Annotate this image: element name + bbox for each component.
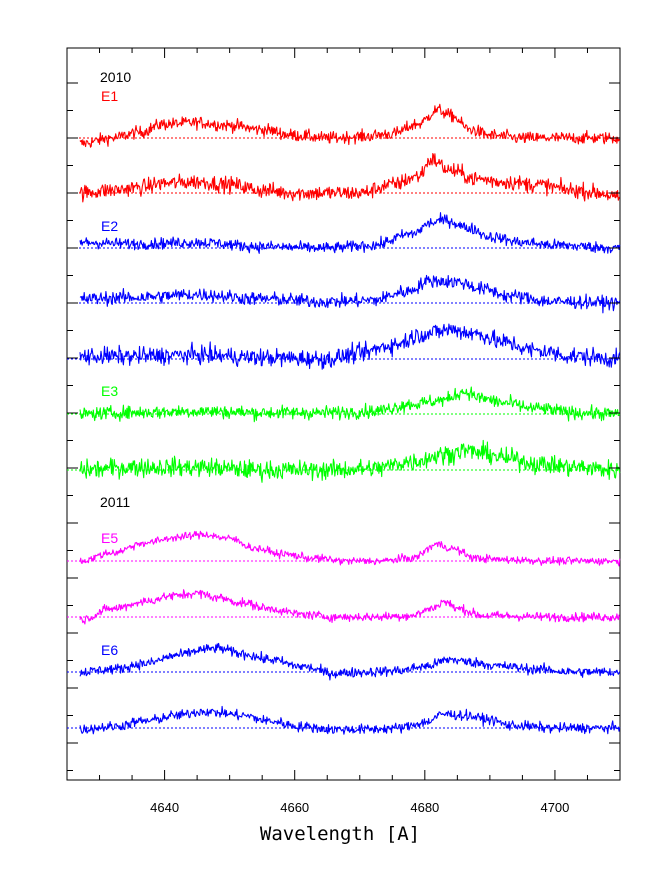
x-tick-labels: 4640 4660 4680 4700	[150, 800, 569, 815]
annotation-e2: E2	[101, 218, 118, 234]
baselines	[67, 137, 620, 729]
spectra	[79, 103, 621, 735]
annotation-e3: E3	[101, 383, 118, 399]
spectrum-1	[79, 103, 621, 148]
spectrum-7	[79, 439, 621, 483]
spectrum-3	[79, 212, 621, 254]
spectrum-2	[79, 152, 621, 203]
annotations: 2010 E1 E2 E3 2011 E5 E6	[100, 69, 131, 658]
x-axis-title: Wavelength [A]	[260, 823, 420, 845]
annotation-e5: E5	[101, 530, 118, 546]
spectrum-11	[79, 705, 621, 735]
spectrum-6	[79, 386, 621, 423]
annotation-2010: 2010	[100, 69, 131, 85]
axis-ticks	[67, 48, 621, 780]
spectrum-8	[79, 530, 621, 567]
x-tick-label: 4640	[150, 800, 179, 815]
annotation-e1: E1	[101, 88, 118, 104]
x-tick-label: 4680	[410, 800, 439, 815]
spectrum-4	[79, 274, 621, 314]
spectrum-9	[79, 589, 620, 625]
annotation-2011: 2011	[100, 494, 130, 510]
x-tick-label: 4700	[540, 800, 569, 815]
spectrum-5	[79, 323, 621, 370]
x-tick-label: 4660	[280, 800, 309, 815]
annotation-e6: E6	[101, 642, 118, 658]
spectrum-10	[79, 642, 621, 681]
